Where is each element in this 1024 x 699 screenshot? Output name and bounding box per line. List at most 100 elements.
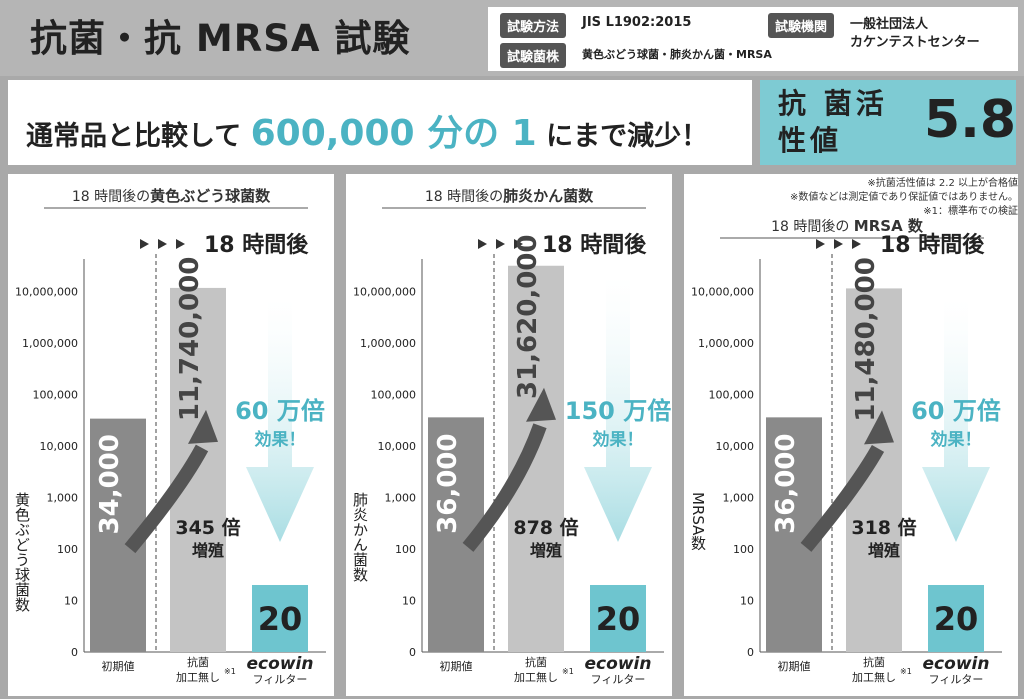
- banner-text-after: にまで減少！: [536, 121, 709, 152]
- growth-multiplier: 345 倍: [175, 516, 240, 539]
- chart-3-svg: 18 時間後の MRSA 数18 時間後 0 10 100 1,000 10,000 100…: [689, 217, 1002, 686]
- note-2: ※数値などは測定値であり保証値ではありません。: [790, 192, 1018, 203]
- x-category-label: フィルター: [591, 673, 646, 686]
- y-tick-label: 1,000,000: [698, 337, 754, 350]
- bar-value-label: 31,620,000: [513, 235, 543, 399]
- banner-text: 通常品と比較して 600,000 分の 1 にまで減少！: [26, 104, 708, 156]
- growth-label: 増殖: [530, 541, 562, 560]
- y-tick-label: 0: [409, 646, 416, 659]
- y-tick-label: 10,000: [378, 440, 417, 453]
- header-arrow-icon: [478, 239, 487, 249]
- chart-panel-3: 18 時間後の MRSA 数 18 時間後 0 10 100 1,000 10,000 100…: [684, 174, 1018, 696]
- effect-multiplier: 60 万倍: [911, 397, 1001, 425]
- header-arrow-icon: [834, 239, 843, 249]
- bar: [252, 584, 308, 652]
- growth-label: 増殖: [868, 541, 900, 560]
- bar-value-label: 36,000: [771, 434, 801, 534]
- chart-title-bold: MRSA 数: [854, 217, 924, 235]
- chart-panel-1: 18 時間後の黄色ぶどう球菌数 18 時間後 0 10 100 1,000 10,000 10…: [8, 174, 334, 696]
- x-category-label: 初期値: [440, 659, 473, 673]
- reduction-arrow-icon: [584, 275, 652, 542]
- y-tick-label: 1,000,000: [360, 337, 416, 350]
- strain-value: 黄色ぶどう球菌・肺炎かん菌・MRSA: [582, 48, 772, 61]
- growth-arrow-icon: [462, 423, 547, 552]
- org-value-2: カケンテストセンター: [850, 35, 980, 50]
- y-tick-label: 10,000,000: [15, 286, 78, 299]
- growth-multiplier: 318 倍: [851, 516, 916, 539]
- bar-value-label: 20: [596, 600, 641, 638]
- y-tick-label: 1,000: [723, 492, 755, 505]
- x-category-label: 加工無し: [852, 670, 896, 684]
- chart-title-bold: 黄色ぶどう球菌数: [150, 187, 271, 205]
- y-axis-label: 肺炎かん菌数: [351, 492, 369, 582]
- y-tick-label: 100,000: [371, 389, 417, 402]
- x-category-label: 抗菌: [525, 655, 547, 669]
- chart-title-bold: 肺炎かん菌数: [503, 187, 594, 205]
- strain-tag: 試験菌株: [500, 43, 567, 68]
- chart-title-prefix: 18 時間後の: [425, 189, 503, 205]
- method-tag: 試験方法: [500, 13, 567, 38]
- bar-value-label: 20: [934, 600, 979, 638]
- y-tick-label: 10: [740, 595, 754, 608]
- effect-label: 効果！: [593, 429, 644, 450]
- summary-banner: 通常品と比較して 600,000 分の 1 にまで減少！: [8, 80, 752, 165]
- y-tick-label: 100: [395, 543, 416, 556]
- banner-highlight: 600,000 分の 1: [250, 113, 537, 154]
- bar: [928, 584, 984, 652]
- header-arrow-icon: [496, 239, 505, 249]
- bar: [508, 265, 564, 652]
- note-3: ※1：標準布での検証: [923, 206, 1018, 217]
- y-tick-label: 10: [64, 595, 78, 608]
- note-1: ※抗菌活性値は 2.2 以上が合格値: [867, 178, 1018, 189]
- x-category-label: 加工無し: [514, 670, 558, 684]
- reduction-arrow-icon: [246, 297, 314, 542]
- activity-box: 抗 菌活性値 5.8: [760, 80, 1016, 165]
- bar: [170, 287, 226, 652]
- y-tick-label: 10,000,000: [691, 286, 754, 299]
- after-label: 18 時間後: [204, 232, 309, 258]
- y-tick-label: 0: [747, 646, 754, 659]
- x-category-note: ※1: [224, 667, 236, 676]
- chart-title: 18 時間後の肺炎かん菌数: [425, 187, 594, 205]
- x-category-label: フィルター: [253, 673, 308, 686]
- header-arrow-icon: [852, 239, 861, 249]
- header-arrow-icon: [158, 239, 167, 249]
- header-arrow-icon: [514, 239, 523, 249]
- chart-title-prefix: 18 時間後の: [771, 219, 854, 235]
- header-arrow-icon: [176, 239, 185, 249]
- growth-arrow-icon: [124, 444, 209, 554]
- after-label: 18 時間後: [880, 232, 985, 258]
- effect-multiplier: 150 万倍: [565, 397, 671, 425]
- y-axis-label: MRSA数: [689, 492, 707, 551]
- y-tick-label: 10,000,000: [353, 286, 416, 299]
- y-tick-label: 10: [402, 595, 416, 608]
- x-category-label: 初期値: [102, 659, 135, 673]
- ecowin-logo-text: ecowin: [585, 654, 652, 674]
- x-category-label: 抗菌: [187, 655, 209, 669]
- growth-arrowhead-icon: [864, 410, 894, 445]
- bar-value-label: 11,480,000: [851, 257, 881, 421]
- y-tick-label: 1,000: [385, 492, 417, 505]
- chart-2-svg: 18 時間後の肺炎かん菌数 18 時間後 0 10 100 1,000 10,000 100,…: [351, 187, 671, 686]
- chart-title-prefix: 18 時間後の: [72, 189, 150, 205]
- y-tick-label: 100,000: [33, 389, 79, 402]
- growth-arrowhead-icon: [188, 409, 218, 444]
- reduction-arrow-icon: [922, 298, 990, 542]
- x-category-label: フィルター: [929, 673, 984, 686]
- chart-1-svg: 18 時間後の黄色ぶどう球菌数 18 時間後 0 10 100 1,000 10,000 10…: [13, 187, 326, 686]
- after-label: 18 時間後: [542, 232, 647, 258]
- x-category-note: ※1: [900, 667, 912, 676]
- method-value: JIS L1902:2015: [582, 15, 692, 30]
- test-info-box: 試験方法 JIS L1902:2015 試験機関 一般社団法人 カケンテストセン…: [488, 7, 1018, 71]
- chart-title: 18 時間後の黄色ぶどう球菌数: [72, 187, 271, 205]
- page-title: 抗菌・抗 MRSA 試験: [30, 17, 411, 60]
- bar-value-label: 34,000: [95, 434, 125, 534]
- x-category-label: 抗菌: [863, 655, 885, 669]
- y-tick-label: 10,000: [40, 440, 79, 453]
- effect-label: 効果！: [255, 429, 306, 450]
- y-tick-label: 1,000: [47, 492, 79, 505]
- y-tick-label: 0: [71, 646, 78, 659]
- y-tick-label: 100,000: [709, 389, 755, 402]
- x-category-label: 初期値: [778, 659, 811, 673]
- growth-arrowhead-icon: [526, 387, 556, 422]
